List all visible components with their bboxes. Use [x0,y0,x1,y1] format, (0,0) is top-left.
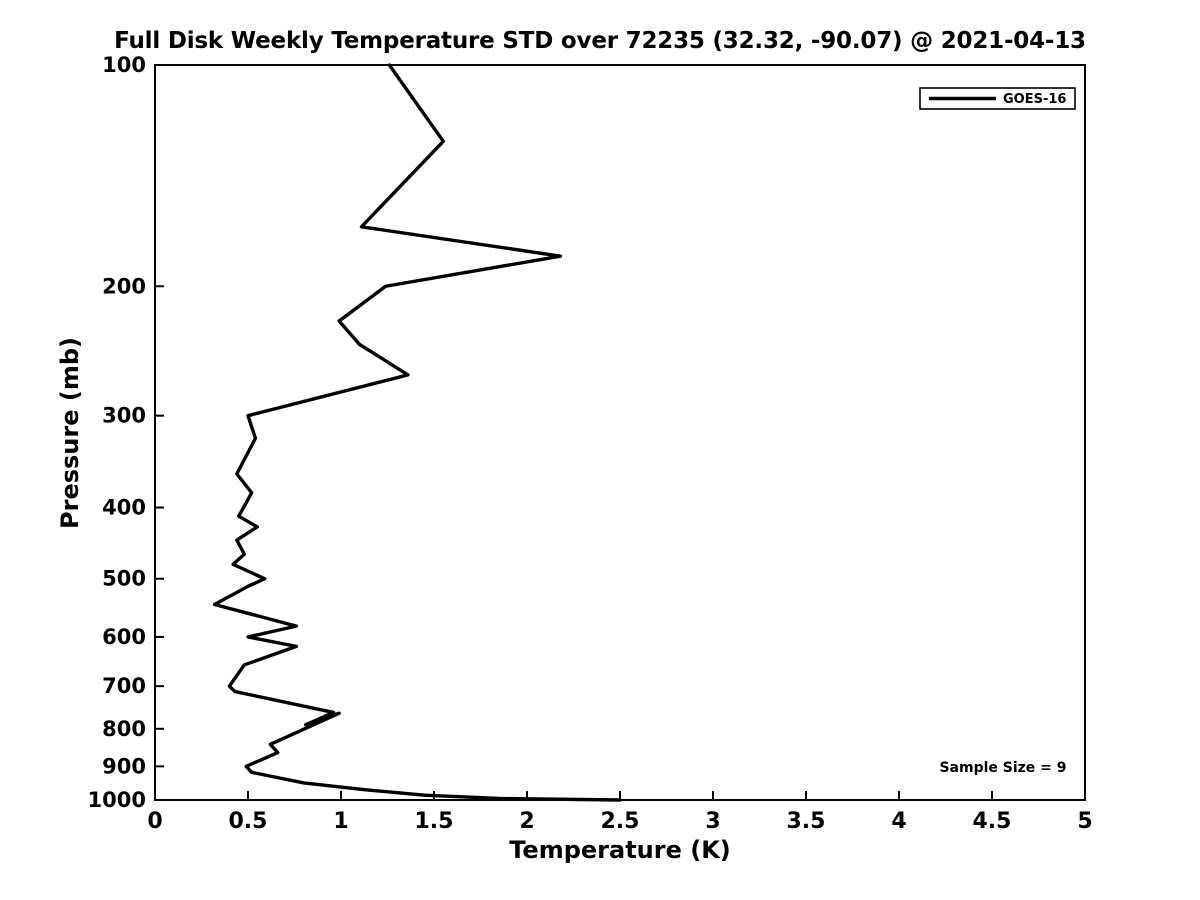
y-tick-label: 1000 [88,788,146,812]
y-tick-label: 200 [102,274,146,298]
x-tick-label: 0 [147,809,162,834]
legend-label-goes16: GOES-16 [1003,92,1066,107]
x-axis-title: Temperature (K) [509,836,731,864]
x-tick-label: 4.5 [973,809,1012,834]
y-tick-label: 500 [102,567,146,591]
y-tick-label: 900 [102,754,146,778]
y-tick-label: 100 [102,53,146,77]
y-tick-label: 700 [102,674,146,698]
x-tick-label: 1 [333,809,348,834]
y-tick-label: 800 [102,717,146,741]
x-tick-label: 4 [891,809,906,834]
y-tick-label: 600 [102,625,146,649]
x-tick-label: 1.5 [415,809,454,834]
legend: GOES-16 [919,87,1076,110]
legend-box [919,87,1076,110]
x-axis-ticks: 0 0.5 1 1.5 2 2.5 3 3.5 4 4.5 5 [147,791,1093,834]
x-tick-label: 5 [1077,809,1092,834]
y-tick-label: 400 [102,496,146,520]
x-tick-label: 0.5 [229,809,268,834]
y-axis-title: Pressure (mb) [56,337,84,529]
data-series-goes16 [212,63,622,802]
y-tick-label: 300 [102,404,146,428]
x-tick-label: 2.5 [601,809,640,834]
sample-size-annotation: Sample Size = 9 [939,760,1066,776]
page-title: Full Disk Weekly Temperature STD over 72… [114,28,1086,54]
y-axis-ticks: 100 200 300 400 500 600 700 800 900 1000 [88,53,164,812]
plot-frame [154,64,1086,801]
x-tick-label: 2 [519,809,534,834]
x-tick-label: 3 [705,809,720,834]
x-tick-label: 3.5 [787,809,826,834]
